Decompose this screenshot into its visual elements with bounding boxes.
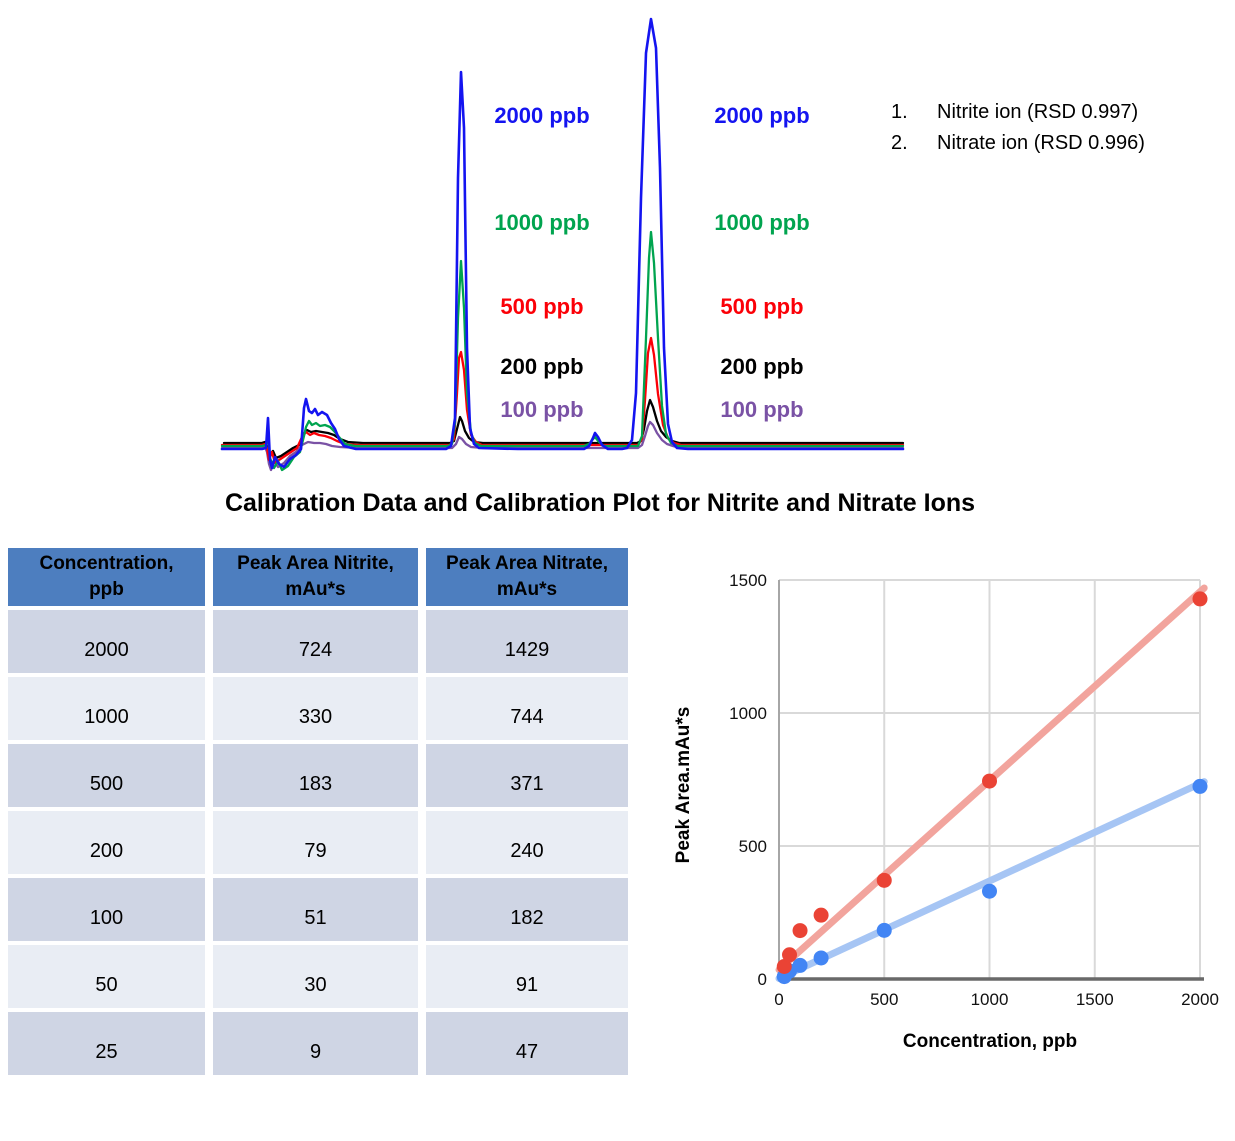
table-cell: 744	[426, 677, 628, 740]
table-cell: 500	[8, 744, 205, 807]
legend-number: 2.	[891, 132, 908, 154]
concentration-label-100-right: 100 ppb	[720, 397, 804, 422]
scatter-point-Peak-Area-Nitrite	[876, 922, 892, 938]
table-cell: 50	[8, 945, 205, 1008]
table-cell: 91	[426, 945, 628, 1008]
x-tick-label-500: 500	[870, 990, 898, 1009]
table-cell: 79	[213, 811, 418, 874]
table-cell: 371	[426, 744, 628, 807]
table-header-peak-area-nitrate: Peak Area Nitrate, mAu*s	[426, 548, 628, 606]
scatter-point-Peak-Area-Nitrite	[813, 950, 829, 966]
table-header-line: mAu*s	[496, 579, 558, 600]
concentration-label-100-left: 100 ppb	[500, 397, 584, 422]
table-header-peak-area-nitrite: Peak Area Nitrite, mAu*s	[213, 548, 418, 606]
scatter-point-Peak-Area-Nitrite	[1192, 778, 1208, 794]
concentration-label-2000-left: 2000 ppb	[494, 103, 590, 128]
y-tick-label-1000: 1000	[729, 704, 767, 723]
legend-text: Nitrate ion (RSD 0.996)	[937, 132, 1145, 154]
concentration-label-200-right: 200 ppb	[720, 354, 804, 379]
table-cell: 330	[213, 677, 418, 740]
trendline-Peak-Area-Nitrite	[775, 778, 1208, 982]
scatter-point-Peak-Area-Nitrate	[792, 923, 808, 939]
table-cell: 182	[426, 878, 628, 941]
chromatogram	[220, 17, 905, 472]
legend-item-nitrate: 2. Nitrate ion (RSD 0.996)	[891, 128, 1145, 159]
concentration-label-2000-right: 2000 ppb	[714, 103, 810, 128]
x-axis-label: Concentration, ppb	[902, 1031, 1078, 1052]
table-header-line: mAu*s	[285, 579, 346, 600]
scatter-point-Peak-Area-Nitrate	[1192, 591, 1208, 607]
calibration-plot: 0 500 1000 1500 0 500 1000 1500 2000	[729, 571, 1219, 1009]
concentration-label-500-right: 500 ppb	[720, 294, 804, 319]
concentration-label-1000-left: 1000 ppb	[494, 210, 590, 235]
table-cell: 25	[8, 1012, 205, 1075]
concentration-label-200-left: 200 ppb	[500, 354, 584, 379]
table-cell: 724	[213, 610, 418, 673]
table-cell: 100	[8, 878, 205, 941]
table-cell: 1429	[426, 610, 628, 673]
table-header-line: Peak Area Nitrite,	[237, 553, 394, 575]
scatter-point-Peak-Area-Nitrate	[876, 872, 892, 888]
table-cell: 47	[426, 1012, 628, 1075]
chromatogram-trace-2000-ppb	[220, 17, 905, 470]
table-cell: 9	[213, 1012, 418, 1075]
legend-number: 1.	[891, 101, 908, 123]
x-tick-label-1000: 1000	[971, 990, 1009, 1009]
scatter-point-Peak-Area-Nitrate	[813, 907, 829, 923]
scatter-point-Peak-Area-Nitrate	[776, 958, 792, 974]
scatter-point-Peak-Area-Nitrate	[782, 947, 798, 963]
figure-title: Calibration Data and Calibration Plot fo…	[224, 489, 976, 517]
concentration-label-500-left: 500 ppb	[500, 294, 584, 319]
table-header-concentration: Concentration, ppb	[8, 548, 205, 606]
y-tick-label-1500: 1500	[729, 571, 767, 590]
legend-item-nitrite: 1. Nitrite ion (RSD 0.997)	[891, 97, 1145, 128]
table-cell: 183	[213, 744, 418, 807]
table-cell: 240	[426, 811, 628, 874]
table-cell: 51	[213, 878, 418, 941]
y-tick-label-500: 500	[739, 837, 767, 856]
legend-text: Nitrite ion (RSD 0.997)	[937, 101, 1139, 123]
scatter-point-Peak-Area-Nitrite	[982, 883, 997, 899]
concentration-label-1000-right: 1000 ppb	[714, 210, 810, 235]
table-header-line: Concentration,	[39, 553, 174, 575]
x-tick-label-1500: 1500	[1076, 990, 1114, 1009]
chromatogram-legend: 1. Nitrite ion (RSD 0.997) 2. Nitrate io…	[891, 97, 1145, 159]
chromatogram-trace-1000-ppb	[220, 230, 905, 472]
y-axis-label: Peak Area.mAu*s	[673, 706, 694, 864]
x-tick-label-0: 0	[774, 990, 783, 1009]
x-tick-label-2000: 2000	[1181, 990, 1219, 1009]
scatter-point-Peak-Area-Nitrite	[792, 957, 808, 973]
table-cell: 30	[213, 945, 418, 1008]
table-header-line: ppb	[89, 579, 124, 600]
table-cell: 2000	[8, 610, 205, 673]
scatter-point-Peak-Area-Nitrate	[982, 773, 997, 789]
table-cell: 200	[8, 811, 205, 874]
y-tick-label-0: 0	[758, 970, 767, 989]
table-header-line: Peak Area Nitrate,	[446, 553, 608, 575]
calibration-table: Concentration, ppb Peak Area Nitrite, mA…	[8, 548, 628, 1075]
table-cell: 1000	[8, 677, 205, 740]
